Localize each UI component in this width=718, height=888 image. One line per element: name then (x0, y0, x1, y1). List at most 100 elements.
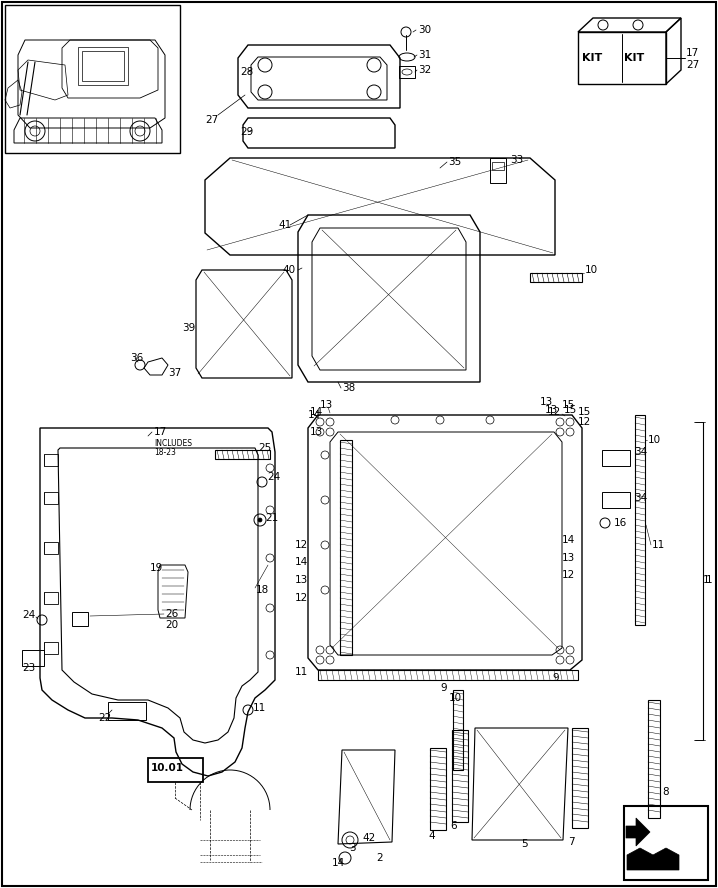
Bar (44, 642, 58, 654)
Polygon shape (627, 848, 679, 870)
Text: 11: 11 (295, 667, 308, 677)
Text: 12: 12 (295, 540, 308, 550)
Bar (78, 47, 128, 85)
Bar (22, 650, 44, 666)
Bar (44, 592, 58, 604)
Bar (578, 32, 666, 84)
Text: 40: 40 (282, 265, 295, 275)
Text: 13: 13 (310, 427, 323, 437)
Text: 1: 1 (703, 575, 709, 585)
Polygon shape (626, 818, 650, 846)
Bar (340, 440, 352, 655)
Text: 39: 39 (182, 323, 195, 333)
Text: 10.01: 10.01 (151, 763, 184, 773)
Text: 29: 29 (240, 127, 253, 137)
Text: 37: 37 (168, 368, 181, 378)
Text: 13: 13 (562, 553, 575, 563)
Bar (215, 450, 270, 459)
Text: 17: 17 (686, 48, 699, 58)
Circle shape (598, 20, 608, 30)
Text: 19: 19 (150, 563, 163, 573)
Text: 35: 35 (448, 157, 461, 167)
Bar (5, 5, 180, 153)
Text: 13: 13 (295, 575, 308, 585)
Text: 4: 4 (429, 831, 435, 841)
Text: 42: 42 (362, 833, 376, 843)
Bar (648, 700, 660, 818)
Text: 24: 24 (22, 610, 35, 620)
Text: 7: 7 (568, 837, 574, 847)
Text: 22: 22 (98, 713, 111, 723)
Text: 33: 33 (510, 155, 523, 165)
Text: 41: 41 (278, 220, 292, 230)
Text: 18-23: 18-23 (154, 448, 176, 456)
Bar (635, 415, 645, 625)
Text: 20: 20 (165, 620, 178, 630)
Bar (430, 748, 446, 830)
Bar (318, 670, 578, 680)
Text: KIT: KIT (582, 53, 602, 63)
Bar (399, 66, 415, 78)
Text: 14: 14 (308, 410, 321, 420)
Text: 27: 27 (205, 115, 218, 125)
Circle shape (258, 518, 262, 522)
Text: 24: 24 (267, 472, 280, 482)
Text: 10: 10 (585, 265, 598, 275)
Text: 15: 15 (562, 400, 575, 410)
Bar (602, 492, 630, 508)
Text: 3: 3 (349, 843, 355, 853)
Text: 31: 31 (418, 50, 432, 60)
Bar (44, 492, 58, 504)
Bar (82, 51, 124, 81)
Bar (44, 542, 58, 554)
Text: 34: 34 (634, 447, 647, 457)
Text: 12: 12 (295, 593, 308, 603)
Text: 9: 9 (440, 683, 447, 693)
Text: 34: 34 (634, 493, 647, 503)
Text: 5: 5 (521, 839, 527, 849)
Bar (452, 730, 468, 822)
Text: 12: 12 (578, 417, 591, 427)
Text: 12: 12 (548, 407, 561, 417)
Text: 13: 13 (540, 397, 554, 407)
Text: 27: 27 (686, 60, 699, 70)
Bar (572, 728, 588, 828)
Bar (624, 806, 708, 880)
Text: INCLUDES: INCLUDES (154, 439, 192, 448)
Text: 28: 28 (240, 67, 253, 77)
Text: 12: 12 (562, 570, 575, 580)
Text: 15: 15 (578, 407, 591, 417)
Text: 14: 14 (295, 557, 308, 567)
Text: 10: 10 (449, 693, 462, 703)
Bar (490, 158, 506, 183)
Text: KIT: KIT (624, 53, 644, 63)
Bar (453, 690, 463, 770)
Text: 2: 2 (377, 853, 383, 863)
Bar (108, 702, 146, 720)
Text: 13: 13 (320, 400, 333, 410)
Text: 30: 30 (418, 25, 431, 35)
Text: 6: 6 (451, 821, 457, 831)
Text: 32: 32 (418, 65, 432, 75)
Text: 10: 10 (648, 435, 661, 445)
Text: 14: 14 (310, 407, 323, 417)
Text: 11: 11 (652, 540, 666, 550)
Text: 16: 16 (614, 518, 628, 528)
Text: 26: 26 (165, 609, 178, 619)
Bar (530, 273, 582, 282)
Text: 14: 14 (562, 535, 575, 545)
Text: 36: 36 (130, 353, 144, 363)
Text: 8: 8 (662, 787, 668, 797)
Text: 17: 17 (154, 427, 167, 437)
Text: 11: 11 (253, 703, 266, 713)
Text: 25: 25 (258, 443, 271, 453)
Text: 23: 23 (22, 663, 35, 673)
Text: 14: 14 (332, 858, 345, 868)
Bar (72, 612, 88, 626)
Text: 1: 1 (706, 575, 713, 585)
Text: 15: 15 (564, 405, 577, 415)
Text: 21: 21 (265, 513, 279, 523)
Bar (602, 450, 630, 466)
Bar (492, 162, 504, 170)
Text: 9: 9 (552, 673, 559, 683)
